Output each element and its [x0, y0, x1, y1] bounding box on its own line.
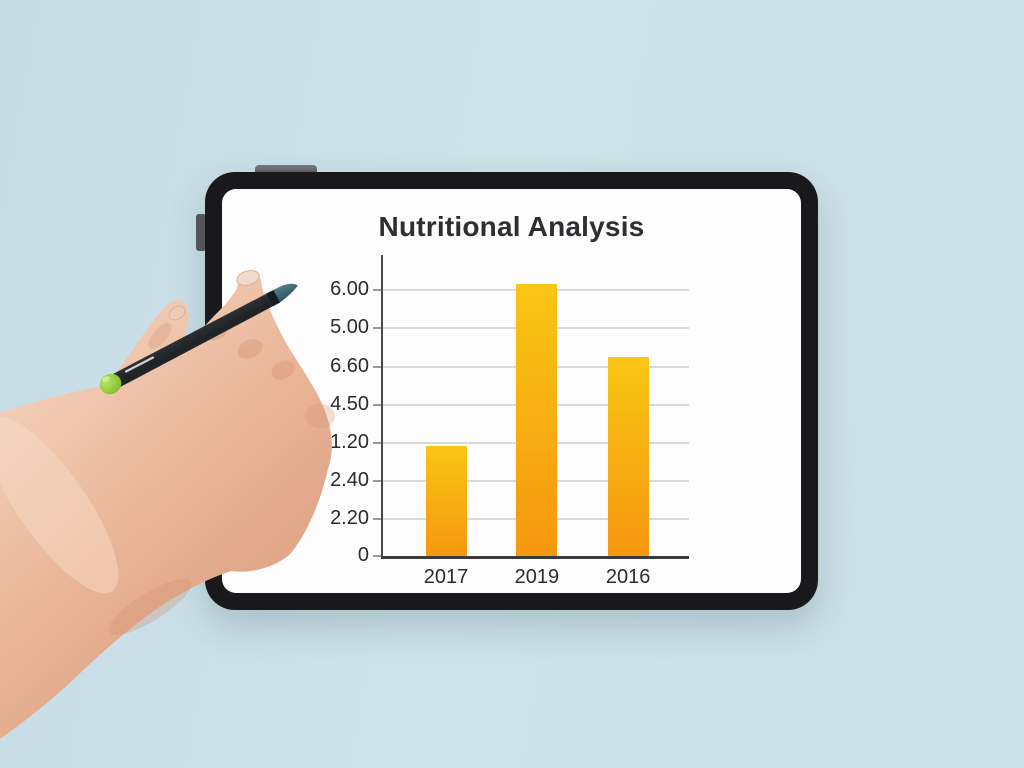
- chart-title: Nutritional Analysis: [378, 211, 645, 242]
- stylus-highlight: [124, 356, 155, 373]
- y-axis-tick: [373, 288, 381, 291]
- y-tick-label: 0: [357, 544, 369, 566]
- y-tick-label: 6.60: [330, 354, 369, 377]
- y-tick-label: 5.00: [330, 315, 369, 338]
- y-tick-label: 2.40: [330, 469, 369, 492]
- y-axis-tick: [373, 442, 381, 445]
- stylus-tip: [273, 283, 298, 303]
- thumb-crease-shadow: [148, 322, 172, 350]
- stylus-cap-highlight: [102, 376, 110, 382]
- hand-silhouette: [0, 271, 332, 739]
- stylus-collar: [266, 290, 281, 307]
- thumb-fingernail: [168, 305, 186, 321]
- y-axis-tick: [373, 365, 381, 368]
- bar: [425, 446, 467, 556]
- tablet-bezel: Nutritional Analysis 6.00 5.00 6.60 4.50 1.2…: [205, 172, 818, 610]
- forearm-highlight: [0, 416, 119, 594]
- knuckle-shadow: [271, 360, 295, 380]
- tablet-screen: Nutritional Analysis 6.00 5.00 6.60 4.50 1.2…: [222, 189, 801, 593]
- y-tick-label: 2.20: [330, 506, 369, 529]
- y-tick-label: 6.00: [330, 277, 369, 300]
- stylus-body: [106, 290, 281, 391]
- x-tick-label: 2017: [423, 566, 469, 588]
- y-axis-tick: [373, 555, 381, 557]
- bar: [516, 283, 558, 556]
- x-tick-label: 2016: [605, 566, 651, 588]
- plot-area: 6.00 5.00 6.60 4.50 1.20 2.40 2.20 0 2017 2019 201…: [330, 255, 689, 588]
- bar: [607, 357, 649, 556]
- y-tick-label: 4.50: [330, 392, 369, 415]
- y-axis-tick: [373, 517, 381, 520]
- y-axis-tick: [373, 403, 381, 406]
- tablet-side-button: [196, 214, 206, 251]
- wrist-shadow: [108, 578, 192, 636]
- knuckle-shadow: [237, 339, 263, 359]
- y-axis-tick: [373, 480, 381, 483]
- index-knuckle-shadow: [305, 404, 335, 428]
- x-tick-label: 2019: [514, 566, 560, 588]
- index-fingernail: [236, 270, 260, 286]
- y-axis-tick: [373, 326, 381, 329]
- stylus: [99, 283, 298, 395]
- y-tick-label: 1.20: [330, 431, 369, 454]
